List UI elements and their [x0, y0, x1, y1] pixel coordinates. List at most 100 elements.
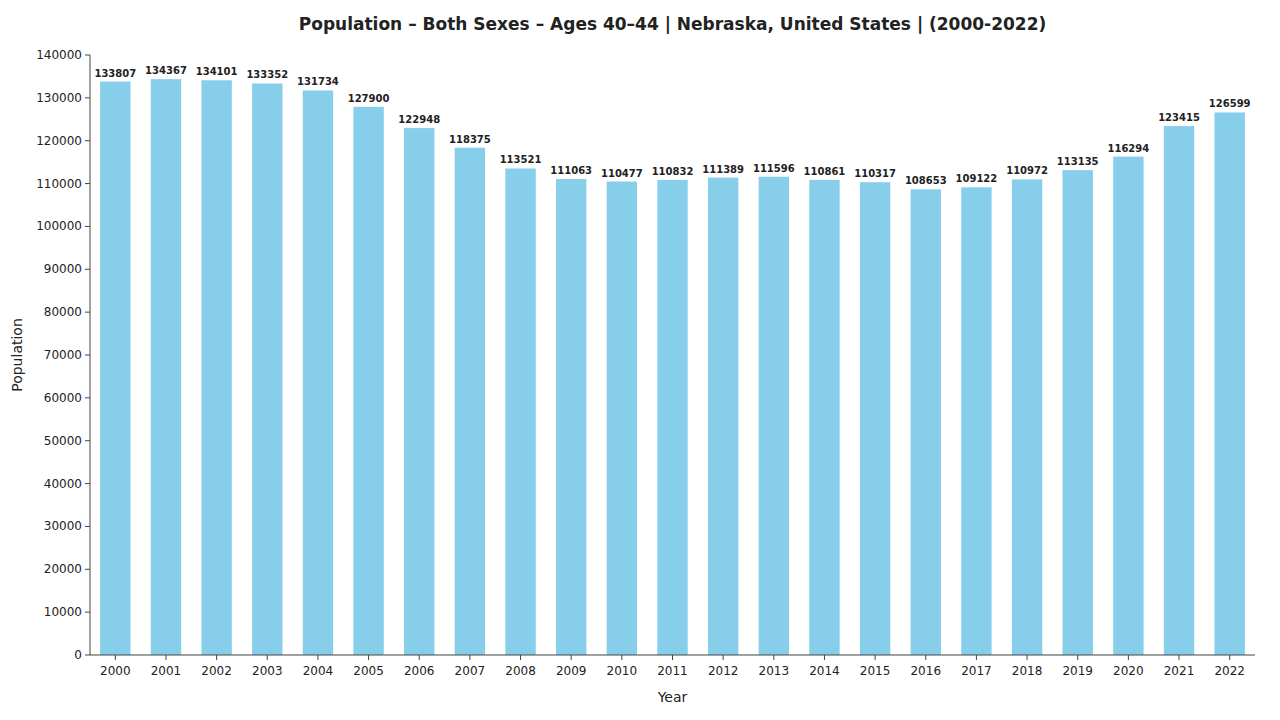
x-tick: [267, 655, 268, 660]
y-tick-label: 100000: [36, 219, 82, 233]
y-axis-label: Population: [9, 318, 25, 392]
x-tick-label: 2013: [759, 664, 790, 678]
x-tick: [1077, 655, 1078, 660]
data-label: 110832: [652, 166, 694, 177]
y-tick: [85, 483, 90, 484]
data-label: 118375: [449, 134, 491, 145]
x-tick-label: 2008: [505, 664, 536, 678]
x-tick: [723, 655, 724, 660]
y-tick: [85, 312, 90, 313]
y-tick: [85, 269, 90, 270]
y-tick: [85, 183, 90, 184]
bar: [1113, 157, 1143, 655]
bar: [1012, 179, 1042, 655]
x-tick-label: 2000: [100, 664, 131, 678]
x-tick-label: 2015: [860, 664, 891, 678]
x-tick: [1229, 655, 1230, 660]
x-tick: [115, 655, 116, 660]
data-label: 113135: [1057, 156, 1099, 167]
data-label: 110477: [601, 168, 643, 179]
x-tick: [672, 655, 673, 660]
y-tick-label: 90000: [44, 262, 82, 276]
bar: [1214, 112, 1244, 655]
y-tick-label: 0: [74, 648, 82, 662]
y-tick: [85, 526, 90, 527]
data-label: 133352: [246, 69, 288, 80]
bar: [1164, 126, 1194, 655]
data-label: 113521: [500, 154, 542, 165]
y-tick-label: 60000: [44, 391, 82, 405]
x-tick: [621, 655, 622, 660]
bar: [100, 82, 130, 655]
bar: [455, 148, 485, 655]
x-tick-label: 2017: [961, 664, 992, 678]
bar: [505, 168, 535, 655]
x-tick: [520, 655, 521, 660]
title: Population – Both Sexes – Ages 40–44 | N…: [299, 14, 1046, 34]
bar: [657, 180, 687, 655]
data-label: 116294: [1107, 143, 1149, 154]
x-tick-label: 2002: [201, 664, 232, 678]
x-tick-label: 2020: [1113, 664, 1144, 678]
bar: [809, 180, 839, 655]
x-tick-label: 2011: [657, 664, 688, 678]
data-label: 111389: [702, 164, 744, 175]
bar: [151, 79, 181, 655]
x-tick: [773, 655, 774, 660]
bar: [404, 128, 434, 655]
x-tick-label: 2022: [1214, 664, 1245, 678]
x-tick-label: 2009: [556, 664, 587, 678]
x-axis-label: Year: [657, 689, 688, 705]
data-label: 133807: [94, 68, 136, 79]
x-tick-label: 2016: [910, 664, 941, 678]
data-label: 126599: [1209, 98, 1251, 109]
data-label: 123415: [1158, 112, 1200, 123]
y-tick: [85, 397, 90, 398]
y-tick-label: 130000: [36, 91, 82, 105]
bar: [961, 187, 991, 655]
chart-svg: 1338071343671341011333521317341279001229…: [0, 0, 1280, 720]
y-tick: [85, 355, 90, 356]
data-label: 122948: [398, 114, 440, 125]
bar: [252, 83, 282, 655]
x-tick-label: 2010: [607, 664, 638, 678]
x-tick: [419, 655, 420, 660]
x-tick-label: 2005: [353, 664, 384, 678]
y-tick-label: 70000: [44, 348, 82, 362]
data-label: 108653: [905, 175, 947, 186]
y-tick: [85, 140, 90, 141]
bar: [708, 178, 738, 655]
x-tick-label: 2021: [1164, 664, 1195, 678]
y-tick-label: 10000: [44, 605, 82, 619]
x-tick: [368, 655, 369, 660]
y-tick-label: 80000: [44, 305, 82, 319]
y-tick: [85, 97, 90, 98]
bar: [911, 189, 941, 655]
x-tick: [1027, 655, 1028, 660]
bar: [759, 177, 789, 655]
bar: [607, 182, 637, 655]
y-tick: [85, 612, 90, 613]
x-tick: [571, 655, 572, 660]
data-label: 127900: [348, 93, 390, 104]
x-tick-label: 2004: [303, 664, 334, 678]
y-tick: [85, 569, 90, 570]
bar: [201, 80, 231, 655]
x-tick-label: 2007: [455, 664, 486, 678]
y-tick-label: 50000: [44, 434, 82, 448]
x-tick: [216, 655, 217, 660]
x-tick-label: 2014: [809, 664, 840, 678]
data-label: 109122: [956, 173, 998, 184]
bar: [353, 107, 383, 655]
x-tick-label: 2003: [252, 664, 283, 678]
y-tick-label: 20000: [44, 562, 82, 576]
x-tick-label: 2019: [1062, 664, 1093, 678]
x-tick: [317, 655, 318, 660]
y-tick-label: 140000: [36, 48, 82, 62]
data-label: 111596: [753, 163, 795, 174]
y-tick: [85, 655, 90, 656]
data-label: 111063: [550, 165, 592, 176]
data-label: 110972: [1006, 165, 1048, 176]
data-label: 131734: [297, 76, 339, 87]
y-tick-label: 30000: [44, 519, 82, 533]
